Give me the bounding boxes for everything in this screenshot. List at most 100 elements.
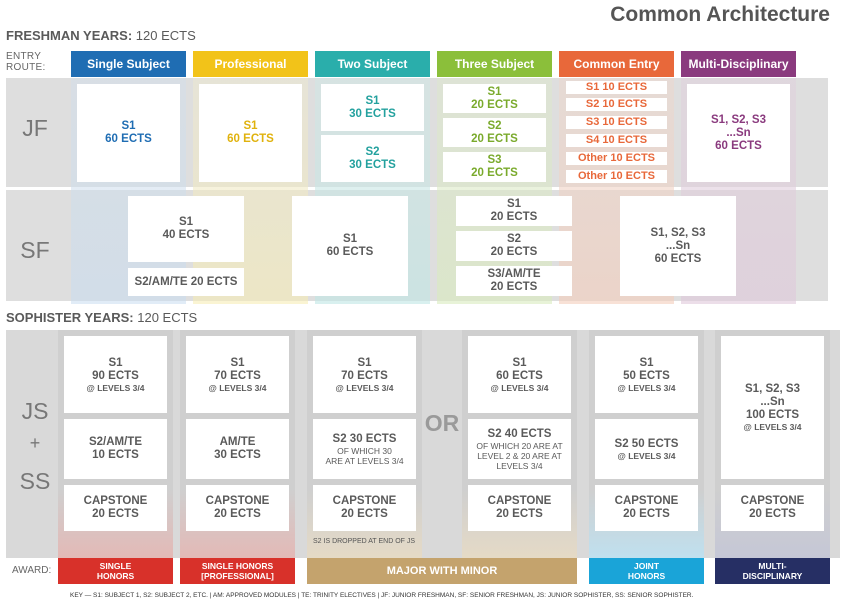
card-line: 20 ECTS <box>471 132 518 145</box>
jsss-c6-card-1: S1, S2, S3 ...Sn 100 ECTS @ LEVELS 3/4 <box>721 336 824 479</box>
card-line: 70 ECTS <box>214 369 261 382</box>
page-title: Common Architecture <box>610 3 830 26</box>
sf-single-sub-card: S2/AM/TE 20 ECTS <box>128 268 244 296</box>
card-line: CAPSTONE <box>487 495 552 507</box>
award-line: JOINT <box>633 561 660 571</box>
card-line: 20 ECTS <box>490 211 538 223</box>
jf-common-item: S3 10 ECTS <box>566 116 667 129</box>
entry-route-label-line2: ROUTE: <box>6 62 46 73</box>
award-major-with-minor: MAJOR WITH MINOR <box>307 558 577 584</box>
card-line: 20 ECTS <box>92 508 139 520</box>
card-subline: @ LEVELS 3/4 <box>208 382 267 393</box>
jf-multi-card: S1, S2, S3 ...Sn 60 ECTS <box>687 84 790 182</box>
sophister-value: 120 ECTS <box>137 310 198 325</box>
card-line: 20 ECTS <box>490 281 538 293</box>
card-line: CAPSTONE <box>740 495 805 507</box>
card-line: 70 ECTS <box>341 369 388 382</box>
card-line: 60 ECTS <box>105 133 152 145</box>
jsss-c1-card-1: S1 90 ECTS @ LEVELS 3/4 <box>64 336 167 413</box>
card-subline: ARE AT LEVELS 3/4 <box>325 455 404 466</box>
card-line: S2 40 ECTS <box>487 427 552 440</box>
entry-route-label-line1: ENTRY <box>6 51 42 62</box>
row-label-sf: SF <box>20 237 50 263</box>
card-line: S2 30 ECTS <box>332 432 397 445</box>
row-label-js: JS <box>21 398 49 424</box>
award-line: SINGLE <box>99 561 132 571</box>
route-header-three-subject: Three Subject <box>437 51 552 77</box>
jsss-c3-capstone: CAPSTONE 20 ECTS <box>313 485 416 531</box>
card-subline: @ LEVELS 3/4 <box>335 382 394 393</box>
award-line: DISCIPLINARY <box>742 571 803 581</box>
award-joint-honors: JOINT HONORS <box>589 558 704 584</box>
sophister-heading: SOPHISTER YEARS: 120 ECTS <box>6 310 197 325</box>
card-line: S1 <box>342 233 358 245</box>
card-line: S1 <box>365 94 380 107</box>
award-multi-disciplinary: MULTI- DISCIPLINARY <box>715 558 830 584</box>
jf-three-card-1: S1 20 ECTS <box>443 84 546 113</box>
card-line: 10 ECTS <box>92 449 139 461</box>
card-line: CAPSTONE <box>332 495 397 507</box>
jf-common-item: Other 10 ECTS <box>566 170 667 183</box>
award-line: HONORS <box>96 571 135 581</box>
jf-common-item: S2 10 ECTS <box>566 98 667 111</box>
jsss-c2-card-2: AM/TE 30 ECTS <box>186 419 289 479</box>
jsss-c4-card-2: S2 40 ECTS OF WHICH 20 ARE AT LEVEL 2 & … <box>468 419 571 479</box>
sf-two-card: S1 60 ECTS <box>292 196 408 296</box>
jf-two-card-2: S2 30 ECTS <box>321 135 424 182</box>
card-line: S1 <box>243 120 258 132</box>
card-subline: LEVELS 3/4 <box>496 460 543 471</box>
card-line: 60 ECTS <box>326 246 374 258</box>
card-line: 20 ECTS <box>471 98 518 111</box>
row-label-plus: + <box>29 433 41 453</box>
award-label: AWARD: <box>12 565 52 576</box>
card-line: 20 ECTS <box>623 508 670 520</box>
card-line: S2/AM/TE <box>88 436 143 448</box>
card-line: S1 <box>121 120 136 132</box>
jf-single-card: S1 60 ECTS <box>77 84 180 182</box>
card-subline: @ LEVELS 3/4 <box>617 382 676 393</box>
sf-single-main-card: S1 40 ECTS <box>128 196 244 262</box>
card-line: S1, S2, S3 <box>711 113 766 126</box>
route-header-common-entry: Common Entry <box>559 51 674 77</box>
card-line: S1 <box>487 85 502 98</box>
sf-multi-card: S1, S2, S3 ...Sn 60 ECTS <box>620 196 736 296</box>
row-label-ss: SS <box>19 468 51 494</box>
card-line: 20 ECTS <box>749 508 796 520</box>
card-line: CAPSTONE <box>614 495 679 507</box>
card-line: CAPSTONE <box>83 495 148 507</box>
card-line: 90 ECTS <box>92 369 139 382</box>
card-line: S1 <box>108 356 123 369</box>
card-line: ...Sn <box>665 239 691 252</box>
card-line: S1 <box>357 356 372 369</box>
card-line: 60 ECTS <box>496 369 543 382</box>
freshman-label: FRESHMAN YEARS: <box>6 28 133 43</box>
award-single-honors-professional: SINGLE HONORS [PROFESSIONAL] <box>180 558 295 584</box>
route-header-multi-disciplinary: Multi-Disciplinary <box>681 51 796 77</box>
card-line: 100 ECTS <box>745 409 800 421</box>
card-line: 50 ECTS <box>623 369 670 382</box>
freshman-value: 120 ECTS <box>135 28 196 43</box>
card-line: 60 ECTS <box>715 139 762 152</box>
card-subline: @ LEVELS 3/4 <box>490 382 549 393</box>
jsss-c2-capstone: CAPSTONE 20 ECTS <box>186 485 289 531</box>
sf-three-card-2: S2 20 ECTS <box>456 231 572 261</box>
card-line: ...Sn <box>760 396 785 408</box>
card-line: 30 ECTS <box>349 158 396 171</box>
award-line: HONORS <box>627 571 666 581</box>
card-line: 30 ECTS <box>349 107 396 120</box>
card-line: 20 ECTS <box>490 246 538 258</box>
jsss-c4-card-1: S1 60 ECTS @ LEVELS 3/4 <box>468 336 571 413</box>
card-line: S2 <box>365 145 380 158</box>
card-line: ...Sn <box>726 126 751 139</box>
card-line: S1 <box>512 356 527 369</box>
award-line: SINGLE HONORS <box>201 561 274 571</box>
entry-route-label: ENTRY ROUTE: <box>6 51 46 73</box>
jsss-c3-card-2: S2 30 ECTS OF WHICH 30 ARE AT LEVELS 3/4 <box>313 419 416 479</box>
jsss-c5-card-2: S2 50 ECTS @ LEVELS 3/4 <box>595 419 698 479</box>
card-subline: LEVEL 2 & 20 ARE AT <box>477 450 562 461</box>
card-line: S2 <box>487 119 502 132</box>
route-header-single-subject: Single Subject <box>71 51 186 77</box>
jsss-note: S2 IS DROPPED AT END OF JS <box>313 538 416 545</box>
route-header-two-subject: Two Subject <box>315 51 430 77</box>
jf-common-item: S4 10 ECTS <box>566 134 667 147</box>
